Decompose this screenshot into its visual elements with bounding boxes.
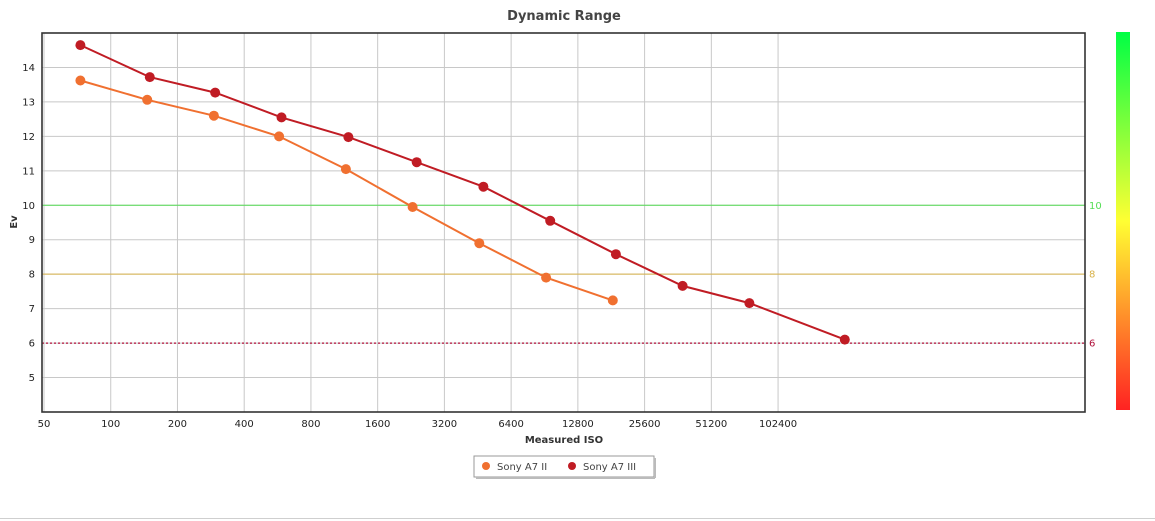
- data-point[interactable]: [610, 249, 621, 260]
- data-point[interactable]: [839, 334, 850, 345]
- reference-lines: 10 8 6: [42, 201, 1102, 350]
- data-point[interactable]: [541, 272, 552, 283]
- data-point[interactable]: [144, 72, 155, 83]
- data-point[interactable]: [343, 132, 354, 143]
- y-axis-label: Ev: [9, 215, 20, 229]
- y-tick-label: 13: [22, 97, 35, 108]
- reference-line-label: 10: [1089, 201, 1102, 212]
- x-tick-label: 6400: [498, 419, 523, 430]
- data-point[interactable]: [142, 94, 153, 105]
- data-point[interactable]: [75, 40, 86, 51]
- y-tick-label: 8: [29, 270, 35, 281]
- series-layer: [75, 40, 850, 345]
- y-tick-label: 14: [22, 63, 35, 74]
- series-line: [79, 44, 846, 341]
- x-tick-label: 25600: [629, 419, 661, 430]
- data-point[interactable]: [744, 298, 755, 309]
- x-axis-ticks: 50 100 200 400 800 1600 3200 6400 12800 25600 5120…: [38, 419, 798, 430]
- data-point[interactable]: [208, 110, 219, 121]
- series-line: [80, 79, 614, 302]
- legend: Sony A7 II Sony A7 III: [473, 455, 656, 479]
- data-point[interactable]: [407, 202, 418, 212]
- data-point[interactable]: [677, 280, 688, 291]
- y-tick-label: 7: [29, 304, 35, 315]
- reference-line-label: 6: [1089, 339, 1095, 350]
- x-tick-label: 200: [168, 419, 187, 430]
- legend-label: Sony A7 II: [497, 462, 547, 473]
- data-point[interactable]: [545, 215, 556, 226]
- legend-item[interactable]: Sony A7 II: [482, 462, 547, 473]
- data-point[interactable]: [474, 238, 485, 249]
- x-tick-label: 100: [101, 419, 120, 430]
- y-tick-label: 6: [29, 339, 35, 350]
- y-tick-label: 11: [22, 166, 35, 177]
- y-tick-label: 10: [22, 201, 35, 212]
- y-axis-ticks: 5 6 7 8 9 10 11 12 13 14: [22, 63, 35, 384]
- data-point[interactable]: [411, 157, 422, 168]
- grid: [42, 33, 1085, 412]
- footer-divider: [0, 518, 1155, 519]
- data-point[interactable]: [276, 112, 287, 123]
- series-0: [75, 75, 618, 306]
- x-tick-label: 102400: [759, 419, 797, 430]
- plot-border: [41, 32, 1086, 413]
- data-point[interactable]: [274, 131, 285, 142]
- series-1: [75, 40, 850, 345]
- chart-title: Dynamic Range: [507, 9, 621, 24]
- data-point[interactable]: [75, 75, 86, 86]
- data-point[interactable]: [478, 181, 489, 192]
- reference-line-label: 8: [1089, 270, 1095, 281]
- x-tick-label: 3200: [432, 419, 457, 430]
- x-axis-label: Measured ISO: [525, 435, 603, 446]
- y-tick-label: 9: [29, 235, 35, 246]
- legend-item[interactable]: Sony A7 III: [568, 462, 636, 473]
- colorbar: [1116, 32, 1130, 410]
- x-tick-label: 400: [235, 419, 254, 430]
- x-tick-label: 51200: [695, 419, 727, 430]
- legend-marker: [482, 462, 490, 470]
- x-tick-label: 50: [38, 419, 51, 430]
- x-tick-label: 1600: [365, 419, 390, 430]
- data-point[interactable]: [607, 295, 618, 306]
- data-point[interactable]: [210, 87, 221, 98]
- legend-marker: [568, 462, 576, 470]
- legend-label: Sony A7 III: [583, 462, 636, 473]
- x-tick-label: 12800: [562, 419, 594, 430]
- y-tick-label: 5: [29, 373, 35, 384]
- x-tick-label: 800: [301, 419, 320, 430]
- y-tick-label: 12: [22, 132, 35, 143]
- data-point[interactable]: [340, 164, 351, 175]
